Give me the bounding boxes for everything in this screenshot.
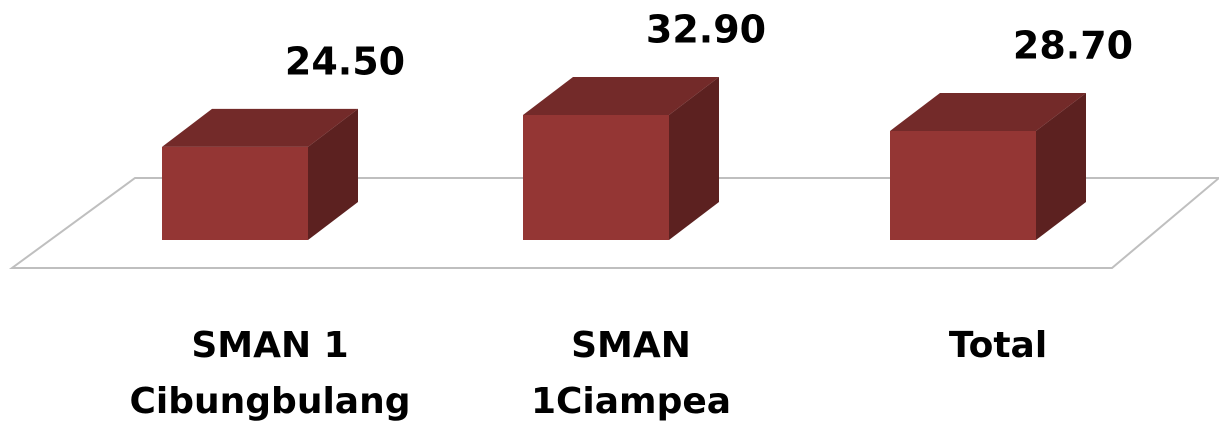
bar-side: [308, 108, 358, 241]
bar-front: [523, 114, 669, 240]
bar-top: [523, 76, 719, 115]
bar: [162, 108, 358, 241]
value-label: 32.90: [646, 7, 766, 51]
bar-side: [669, 76, 719, 240]
bar: [890, 92, 1086, 240]
bar: [523, 76, 719, 240]
category-label: SMAN 1Ciampea: [530, 325, 732, 422]
bar-front: [890, 130, 1036, 240]
value-label: 24.50: [285, 39, 405, 83]
value-label: 28.70: [1013, 23, 1133, 67]
category-label: Total: [948, 325, 1048, 366]
bar-front: [162, 146, 308, 240]
bar-top: [162, 108, 358, 147]
category-label: SMAN 1 Cibungbulang: [129, 325, 411, 422]
bar-top: [890, 92, 1086, 131]
bar-side: [1036, 92, 1086, 240]
